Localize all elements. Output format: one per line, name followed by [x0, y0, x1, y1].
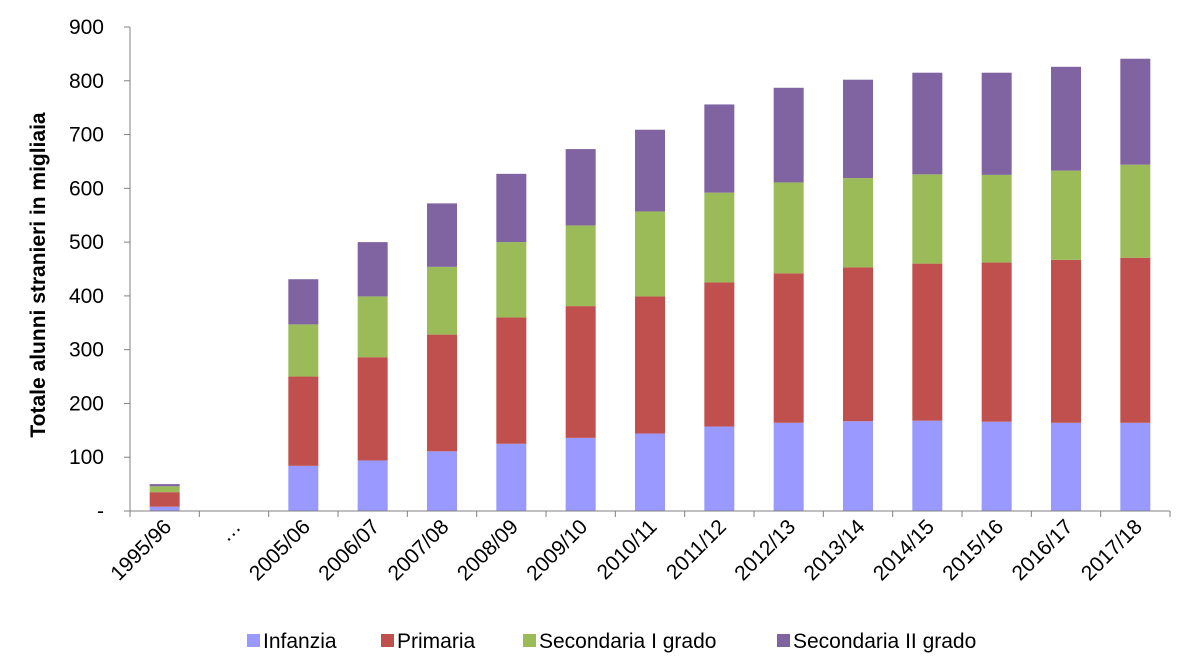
bar-segment-2-3: [288, 376, 319, 466]
bar-segment-3-15: [1120, 164, 1151, 258]
bar-segment-2-5: [427, 334, 457, 452]
x-tick-label: 2008/09: [453, 515, 523, 585]
bar-segment-4-13: [981, 72, 1012, 175]
bar-segment-3-10: [773, 182, 804, 274]
y-tick-label: 800: [69, 70, 104, 93]
x-tick-label: 1995/96: [106, 515, 176, 585]
x-tick-label: 2016/17: [1008, 515, 1078, 585]
bar-segment-3-7: [565, 225, 596, 307]
bar-segment-1-10: [773, 422, 804, 511]
y-tick-label: 100: [69, 446, 104, 469]
bar-segment-1-7: [565, 437, 596, 511]
x-tick-label: 2011/12: [662, 515, 731, 584]
bar-segment-1-4: [357, 460, 388, 511]
bar-segment-4-3: [288, 279, 319, 325]
bar-segment-2-12: [912, 263, 943, 421]
legend-swatch: [381, 634, 394, 647]
x-tick-label: 2007/08: [384, 515, 454, 585]
y-tick-label: 700: [69, 124, 104, 147]
bars-layer: [149, 58, 1151, 511]
bar-segment-3-13: [981, 174, 1012, 263]
axes-layer: [124, 26, 1171, 517]
bar-segment-4-14: [1051, 66, 1081, 171]
bar-segment-1-1: [149, 506, 180, 511]
bar-segment-2-14: [1051, 259, 1081, 423]
bar-segment-4-9: [704, 104, 735, 193]
x-tick-label: …: [214, 515, 245, 546]
x-tick-label: 2006/07: [314, 515, 384, 585]
bar-segment-1-13: [981, 421, 1012, 511]
x-tick-label: 2013/14: [800, 515, 870, 585]
bar-segment-2-4: [357, 357, 388, 461]
bar-segment-3-6: [496, 242, 527, 318]
bar-segment-3-5: [427, 266, 457, 335]
y-tick-label: 500: [69, 231, 104, 254]
bar-segment-1-6: [496, 443, 527, 511]
bar-segment-4-11: [843, 79, 873, 179]
x-tick-label: 2009/10: [522, 515, 592, 585]
bar-segment-3-12: [912, 174, 943, 264]
bar-segment-4-8: [635, 129, 665, 212]
bar-segment-2-10: [773, 273, 804, 423]
bar-segment-4-15: [1120, 58, 1151, 165]
legend-swatch: [523, 634, 536, 647]
x-tick-label: 2005/06: [245, 515, 315, 585]
y-tick-label: 900: [69, 16, 104, 39]
bar-segment-4-1: [149, 484, 180, 487]
bar-segment-1-11: [843, 421, 873, 511]
bar-segment-2-1: [149, 492, 180, 507]
bar-segment-2-8: [635, 296, 665, 434]
bar-segment-2-6: [496, 317, 527, 444]
bar-segment-1-12: [912, 420, 943, 511]
legend-swatch: [247, 634, 260, 647]
legend-swatch: [777, 634, 790, 647]
bar-segment-1-3: [288, 465, 319, 511]
bar-segment-3-11: [843, 178, 873, 268]
bar-segment-1-9: [704, 426, 735, 511]
bar-segment-4-6: [496, 173, 527, 243]
bar-segment-2-9: [704, 282, 735, 427]
bar-segment-2-15: [1120, 257, 1151, 423]
y-tick-label: 600: [69, 177, 104, 200]
legend: Infanzia Primaria Secondaria I grado Second…: [247, 630, 976, 653]
legend-label: Secondaria II grado: [793, 630, 976, 653]
bar-segment-3-1: [149, 486, 180, 493]
bar-segment-3-4: [357, 296, 388, 358]
y-tick-label: -: [97, 500, 104, 523]
y-tick-label: 200: [69, 392, 104, 415]
legend-label: Primaria: [397, 630, 475, 653]
bar-segment-2-13: [981, 262, 1012, 422]
legend-label: Infanzia: [263, 630, 337, 653]
bar-segment-3-3: [288, 324, 319, 377]
x-tick-label: 2012/13: [730, 515, 800, 585]
y-axis-title: Totale alunni stranieri in migliaia: [27, 112, 50, 438]
bar-segment-2-11: [843, 267, 873, 422]
bar-segment-4-4: [357, 242, 388, 297]
y-tick-label: 400: [69, 285, 104, 308]
bar-segment-1-15: [1120, 422, 1151, 511]
bar-segment-3-14: [1051, 170, 1081, 260]
y-tick-label: 300: [69, 339, 104, 362]
x-tick-label: 2015/16: [938, 515, 1008, 585]
bar-segment-1-5: [427, 451, 457, 511]
bar-segment-2-7: [565, 306, 596, 438]
legend-label: Secondaria I grado: [539, 630, 716, 653]
x-tick-label: 2010/11: [593, 515, 662, 584]
bar-segment-1-8: [635, 433, 665, 511]
bar-segment-4-12: [912, 72, 943, 175]
bar-segment-3-8: [635, 211, 665, 297]
bar-segment-4-7: [565, 149, 596, 226]
bar-segment-1-14: [1051, 422, 1081, 511]
x-tick-label: 2014/15: [869, 515, 939, 585]
x-tick-label: 2017/18: [1077, 515, 1147, 585]
bar-segment-4-5: [427, 203, 457, 267]
bar-segment-4-10: [773, 87, 804, 183]
bar-segment-3-9: [704, 192, 735, 283]
